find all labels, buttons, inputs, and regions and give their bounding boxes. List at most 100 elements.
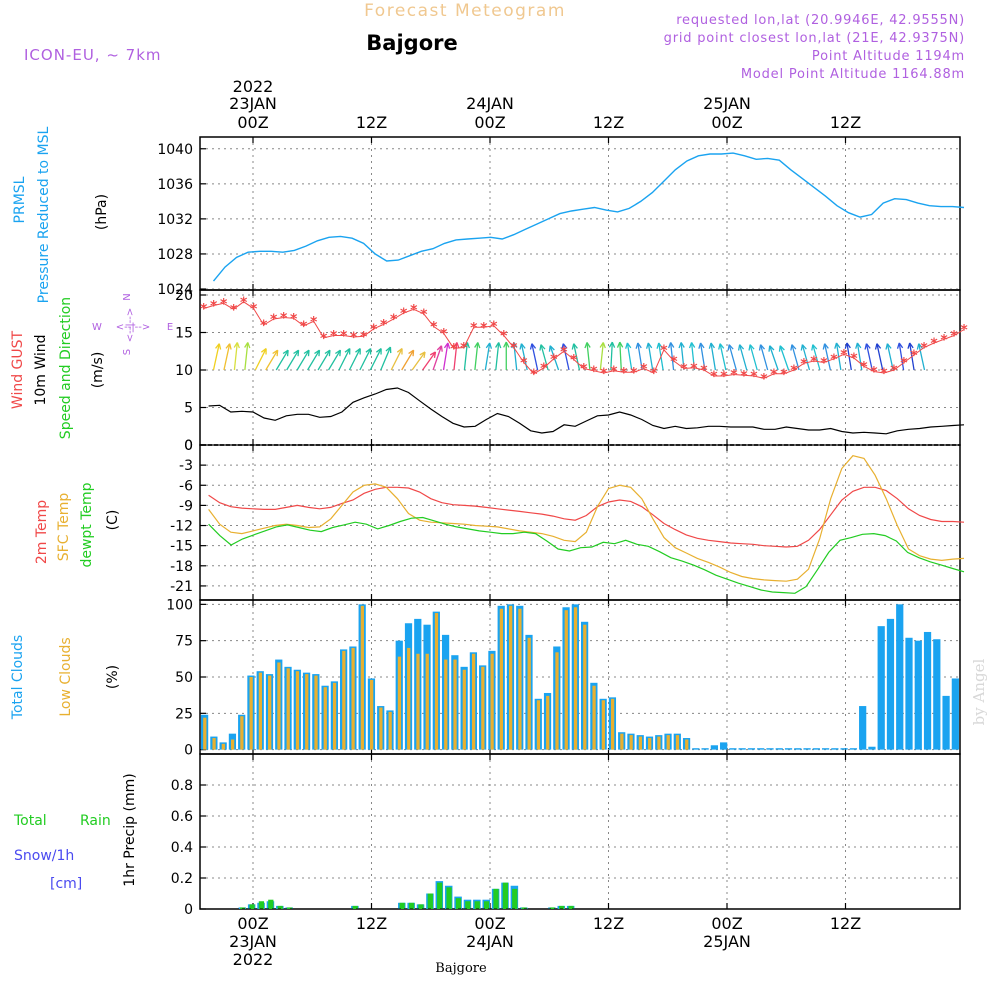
gust-marker: *: [680, 362, 688, 378]
wind-arrow-head: [708, 342, 716, 349]
y-tick-label: -21: [170, 579, 193, 595]
y-tick-label: 0: [184, 438, 193, 454]
wind-arrow-shaft: [296, 349, 310, 371]
wind-arrow-head: [758, 344, 766, 351]
wind-arrow-head: [485, 342, 493, 349]
watermark: by Angel: [970, 658, 988, 725]
gust-marker: *: [960, 323, 968, 339]
top-axis-hour: 12Z: [356, 113, 387, 132]
wind-arrow-head: [800, 344, 807, 351]
wind-arrow-head: [616, 341, 624, 348]
low-cloud-bar: [518, 608, 522, 750]
wind-direction-arrow: [359, 348, 372, 371]
gust-marker: *: [210, 299, 218, 315]
wind-direction-arrow: [212, 343, 222, 371]
gust-marker: *: [660, 343, 668, 359]
precip-rain-bar: [512, 888, 518, 909]
y-tick-label: 0.6: [171, 809, 193, 825]
compass-arrows-v: <--|-->: [125, 308, 136, 343]
wind-direction-arrow: [539, 344, 549, 371]
precip-rain-bar: [474, 901, 480, 909]
wind-arrow-shaft: [749, 344, 758, 371]
low-cloud-bar: [675, 735, 680, 750]
wind-arrow-shaft: [513, 342, 518, 371]
gust-marker: *: [730, 368, 738, 384]
bottom-axis-hour: 12Z: [593, 914, 624, 933]
wind-arrow-shaft: [918, 343, 926, 371]
bottom-axis-date: 25JAN: [703, 932, 751, 951]
wind-arrow-head: [539, 344, 546, 351]
low-cloud-bar: [629, 735, 633, 750]
gust-marker: *: [620, 365, 628, 381]
requested-coords: requested lon,lat (20.9946E, 42.9555N): [676, 13, 965, 28]
wind-arrow-shaft: [626, 342, 633, 371]
low-cloud-bar: [499, 608, 504, 750]
cloud-label-unit: (%): [105, 665, 121, 689]
y-tick-label: 0.4: [171, 840, 193, 856]
wind-direction-arrow: [584, 342, 591, 371]
top-axis-hour: 12Z: [593, 113, 624, 132]
gust-marker: *: [710, 369, 718, 385]
temp-label-unit: (C): [105, 510, 121, 531]
wind-arrow-head: [548, 345, 555, 352]
wind-direction-arrow: [800, 344, 811, 371]
y-tick-label: -6: [179, 478, 193, 494]
wind-direction-arrow: [275, 349, 289, 371]
wind-arrow-shaft: [699, 342, 706, 371]
gust-marker: *: [320, 331, 328, 347]
wind-direction-arrow: [233, 342, 240, 371]
wind-arrow-head: [608, 341, 616, 348]
gust-marker: *: [310, 314, 318, 330]
wind-arrow-shaft: [865, 343, 873, 371]
low-cloud-bar: [221, 743, 225, 750]
gust-marker: *: [790, 363, 798, 379]
wind-speed-line: [208, 387, 965, 435]
wind-arrow-head: [790, 344, 797, 351]
bottom-axis-hour: 12Z: [830, 914, 861, 933]
temp-label-2m: 2m Temp: [34, 500, 50, 564]
low-cloud-bar: [286, 668, 290, 750]
low-cloud-bar: [453, 659, 457, 750]
low-cloud-bar: [379, 707, 383, 750]
low-cloud-bar: [407, 647, 411, 750]
wind-arrow-shaft: [233, 342, 238, 371]
compass-s: S: [122, 349, 133, 355]
cloud-labels: Total Clouds Low Clouds (%): [10, 635, 121, 720]
total-cloud-bar: [840, 748, 848, 750]
gust-marker: *: [360, 329, 368, 345]
precip-rain-bar: [249, 904, 255, 909]
wind-arrow-shaft: [442, 342, 449, 371]
gust-marker: *: [770, 367, 778, 383]
precip-label-rain: Rain: [80, 813, 111, 829]
wind-arrow-shaft: [791, 344, 800, 371]
wind-direction-arrow: [348, 348, 361, 371]
wind-arrow-head: [855, 342, 862, 349]
top-axis-year: 2022: [233, 77, 274, 96]
wind-arrow-shaft: [275, 349, 289, 371]
wind-arrow-head: [599, 342, 606, 349]
wind-arrow-shaft: [647, 342, 654, 371]
low-cloud-bar: [444, 659, 448, 750]
total-cloud-bar: [784, 748, 793, 750]
pressure-label-prmsl: PRMSL: [12, 176, 28, 223]
gust-marker: *: [450, 341, 458, 357]
gust-marker: *: [440, 326, 448, 342]
total-cloud-bar: [729, 748, 737, 750]
y-tick-label: 1024: [157, 282, 193, 298]
wind-arrow-head: [737, 344, 745, 351]
y-tick-label: -15: [170, 539, 193, 555]
wind-arrow-shaft: [573, 343, 581, 371]
low-cloud-bar: [638, 736, 643, 750]
wind-arrow-head: [314, 349, 321, 357]
gust-marker: *: [950, 329, 958, 345]
wind-arrow-head: [844, 342, 851, 349]
wind-direction-arrow: [822, 343, 832, 371]
top-axis-date: 23JAN: [229, 94, 277, 113]
bottom-axis-hour: 00Z: [237, 914, 268, 933]
wind-arrow-shaft: [637, 342, 643, 371]
wind-arrow-head: [778, 345, 785, 352]
y-tick-label: 1036: [157, 177, 193, 193]
wind-arrow-shaft: [348, 348, 361, 371]
wind-direction-arrow: [778, 345, 790, 371]
wind-arrow-head: [625, 342, 632, 349]
